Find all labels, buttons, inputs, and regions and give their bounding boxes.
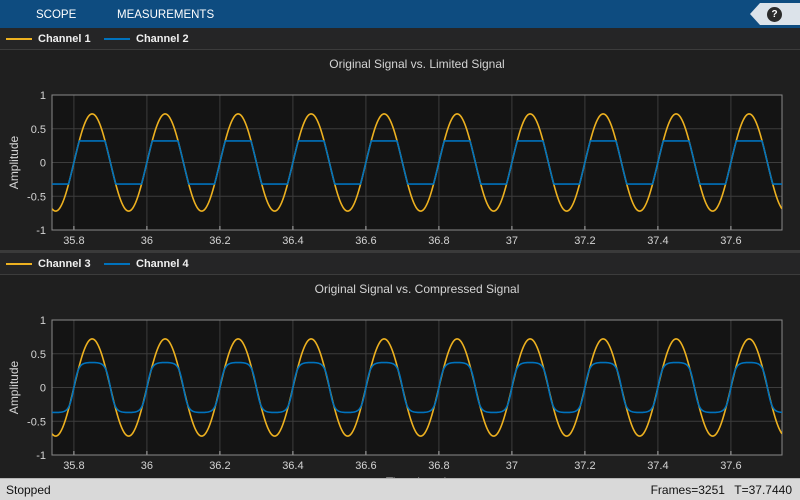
- chart-title: Original Signal vs. Limited Signal: [329, 57, 504, 71]
- status-frames: Frames=3251: [650, 483, 725, 497]
- y-tick-label: 1: [40, 90, 46, 102]
- display-1: Channel 1 Channel 2 Original Signal vs. …: [0, 28, 800, 250]
- x-tick-label: 37.4: [647, 235, 668, 247]
- chart-title: Original Signal vs. Compressed Signal: [315, 282, 520, 296]
- y-tick-label: -1: [36, 450, 46, 462]
- status-readout: Frames=3251 T=37.7440: [645, 483, 792, 497]
- legend-item-channel-4[interactable]: Channel 4: [104, 253, 189, 275]
- display-divider[interactable]: [0, 250, 800, 253]
- legend-label: Channel 1: [38, 33, 91, 45]
- legend-item-channel-1[interactable]: Channel 1: [6, 28, 91, 50]
- y-tick-label: -1: [36, 225, 46, 237]
- line-swatch-icon: [104, 38, 130, 40]
- help-area: ?: [746, 0, 800, 28]
- y-axis-label: Amplitude: [7, 136, 21, 190]
- x-tick-label: 37.2: [574, 460, 595, 472]
- y-tick-label: -0.5: [27, 416, 46, 428]
- series-line-channel-4: [52, 361, 782, 414]
- y-axis-label: Amplitude: [7, 361, 21, 415]
- x-tick-label: 36.2: [209, 235, 230, 247]
- y-tick-label: 0: [40, 383, 46, 395]
- legend-label: Channel 2: [136, 33, 189, 45]
- y-tick-label: 0.5: [31, 124, 46, 136]
- x-tick-label: 36.4: [282, 460, 303, 472]
- legend-1: Channel 1 Channel 2: [0, 28, 800, 50]
- y-tick-label: 0: [40, 158, 46, 170]
- legend-2: Channel 3 Channel 4: [0, 253, 800, 275]
- x-tick-label: 37.6: [720, 235, 741, 247]
- legend-label: Channel 3: [38, 258, 91, 270]
- toolstrip: SCOPE MEASUREMENTS ?: [0, 0, 800, 28]
- legend-item-channel-3[interactable]: Channel 3: [6, 253, 91, 275]
- legend-item-channel-2[interactable]: Channel 2: [104, 28, 189, 50]
- line-swatch-icon: [6, 38, 32, 40]
- x-tick-label: 36.8: [428, 460, 449, 472]
- status-time: T=37.7440: [734, 483, 792, 497]
- x-tick-label: 36.8: [428, 235, 449, 247]
- tab-measurements[interactable]: MEASUREMENTS: [117, 9, 215, 21]
- plot-frame: [51, 94, 783, 231]
- x-tick-label: 36.4: [282, 235, 303, 247]
- x-tick-label: 37.6: [720, 460, 741, 472]
- y-tick-label: 0.5: [31, 349, 46, 361]
- x-tick-label: 35.8: [63, 235, 84, 247]
- display-2: Channel 3 Channel 4 Original Signal vs. …: [0, 253, 800, 478]
- tab-scope[interactable]: SCOPE: [36, 9, 77, 21]
- help-icon[interactable]: ?: [767, 7, 782, 22]
- line-swatch-icon: [104, 263, 130, 265]
- line-swatch-icon: [6, 263, 32, 265]
- x-tick-label: 37.2: [574, 235, 595, 247]
- plot-area-2[interactable]: Original Signal vs. Compressed Signal 35.…: [0, 275, 800, 478]
- legend-label: Channel 4: [136, 258, 189, 270]
- plot-frame: [51, 319, 783, 456]
- x-tick-label: 37.4: [647, 460, 668, 472]
- x-tick-label: 36.6: [355, 460, 376, 472]
- x-tick-label: 36.2: [209, 460, 230, 472]
- y-tick-label: 1: [40, 315, 46, 327]
- x-tick-label: 36: [141, 460, 153, 472]
- status-state: Stopped: [6, 483, 51, 497]
- x-tick-label: 35.8: [63, 460, 84, 472]
- x-tick-label: 37: [506, 460, 518, 472]
- status-bar: Stopped Frames=3251 T=37.7440: [0, 478, 800, 500]
- x-tick-label: 36.6: [355, 235, 376, 247]
- y-tick-label: -0.5: [27, 191, 46, 203]
- x-tick-label: 36: [141, 235, 153, 247]
- x-tick-label: 37: [506, 235, 518, 247]
- x-axis-label: Time (secs): [386, 475, 448, 478]
- series-line-channel-2: [52, 140, 782, 185]
- plot-area-1[interactable]: Original Signal vs. Limited Signal 35.8 36…: [0, 50, 800, 250]
